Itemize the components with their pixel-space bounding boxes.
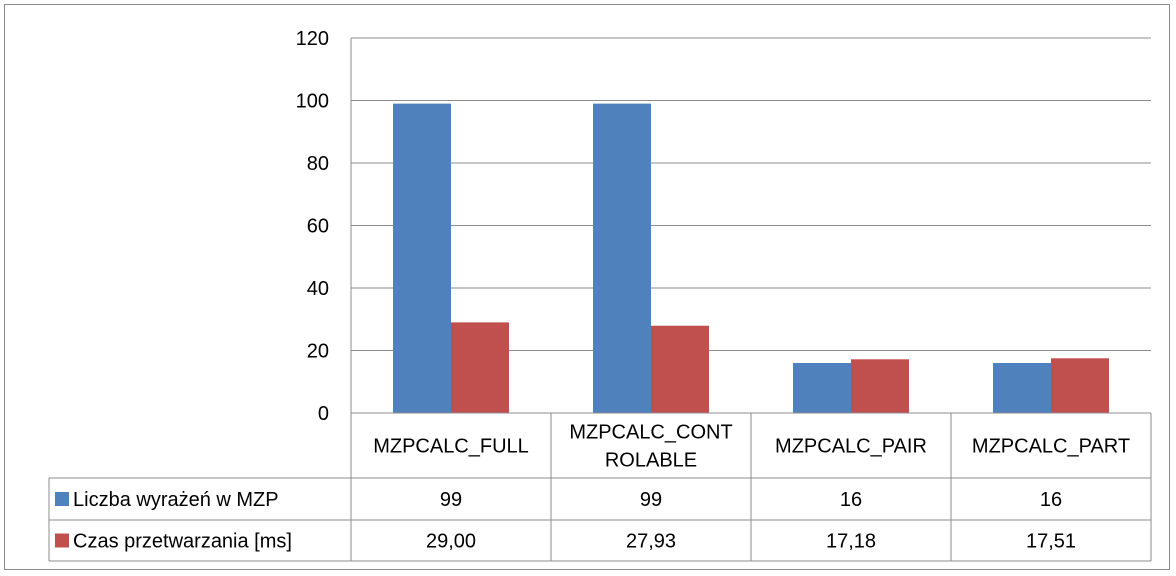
y-tick-label: 0 <box>318 403 329 425</box>
data-label: 17,51 <box>1026 531 1076 553</box>
bar <box>993 363 1051 413</box>
category-label: MZPCALC_FULL <box>373 436 529 458</box>
bar <box>651 325 709 413</box>
legend-label: Liczba wyrażeń w MZP <box>73 489 279 511</box>
bar <box>793 363 851 413</box>
bar <box>451 322 509 413</box>
data-label: 29,00 <box>426 531 476 553</box>
legend-key <box>55 492 69 506</box>
y-tick-label: 100 <box>296 91 329 113</box>
category-label: MZPCALC_PART <box>972 436 1130 458</box>
bar <box>593 103 651 413</box>
legend-key <box>55 533 69 548</box>
category-label: ROLABLE <box>605 450 697 472</box>
data-label: 27,93 <box>626 531 676 553</box>
category-label: MZPCALC_CONT <box>569 422 732 444</box>
bar-chart: 0 20 40 60 80 100 120 MZPCALC_FULL MZPCALC_CONT R… <box>48 28 1152 562</box>
y-tick-label: 120 <box>296 28 329 50</box>
chart-frame: 0 20 40 60 80 100 120 MZPCALC_FULL MZPCALC_CONT R… <box>4 4 1170 570</box>
bar <box>1051 358 1109 413</box>
bar <box>851 359 909 413</box>
data-label: 99 <box>440 489 462 511</box>
category-label: MZPCALC_PAIR <box>775 436 927 458</box>
y-tick-label: 20 <box>307 341 329 363</box>
y-tick-label: 80 <box>307 153 329 175</box>
data-label: 16 <box>1040 489 1062 511</box>
bar <box>393 103 451 413</box>
data-label: 99 <box>640 489 662 511</box>
data-label: 16 <box>840 489 862 511</box>
data-label: 17,18 <box>826 531 876 553</box>
legend-label: Czas przetwarzania [ms] <box>73 531 292 553</box>
y-tick-label: 60 <box>307 216 329 238</box>
y-tick-label: 40 <box>307 278 329 300</box>
